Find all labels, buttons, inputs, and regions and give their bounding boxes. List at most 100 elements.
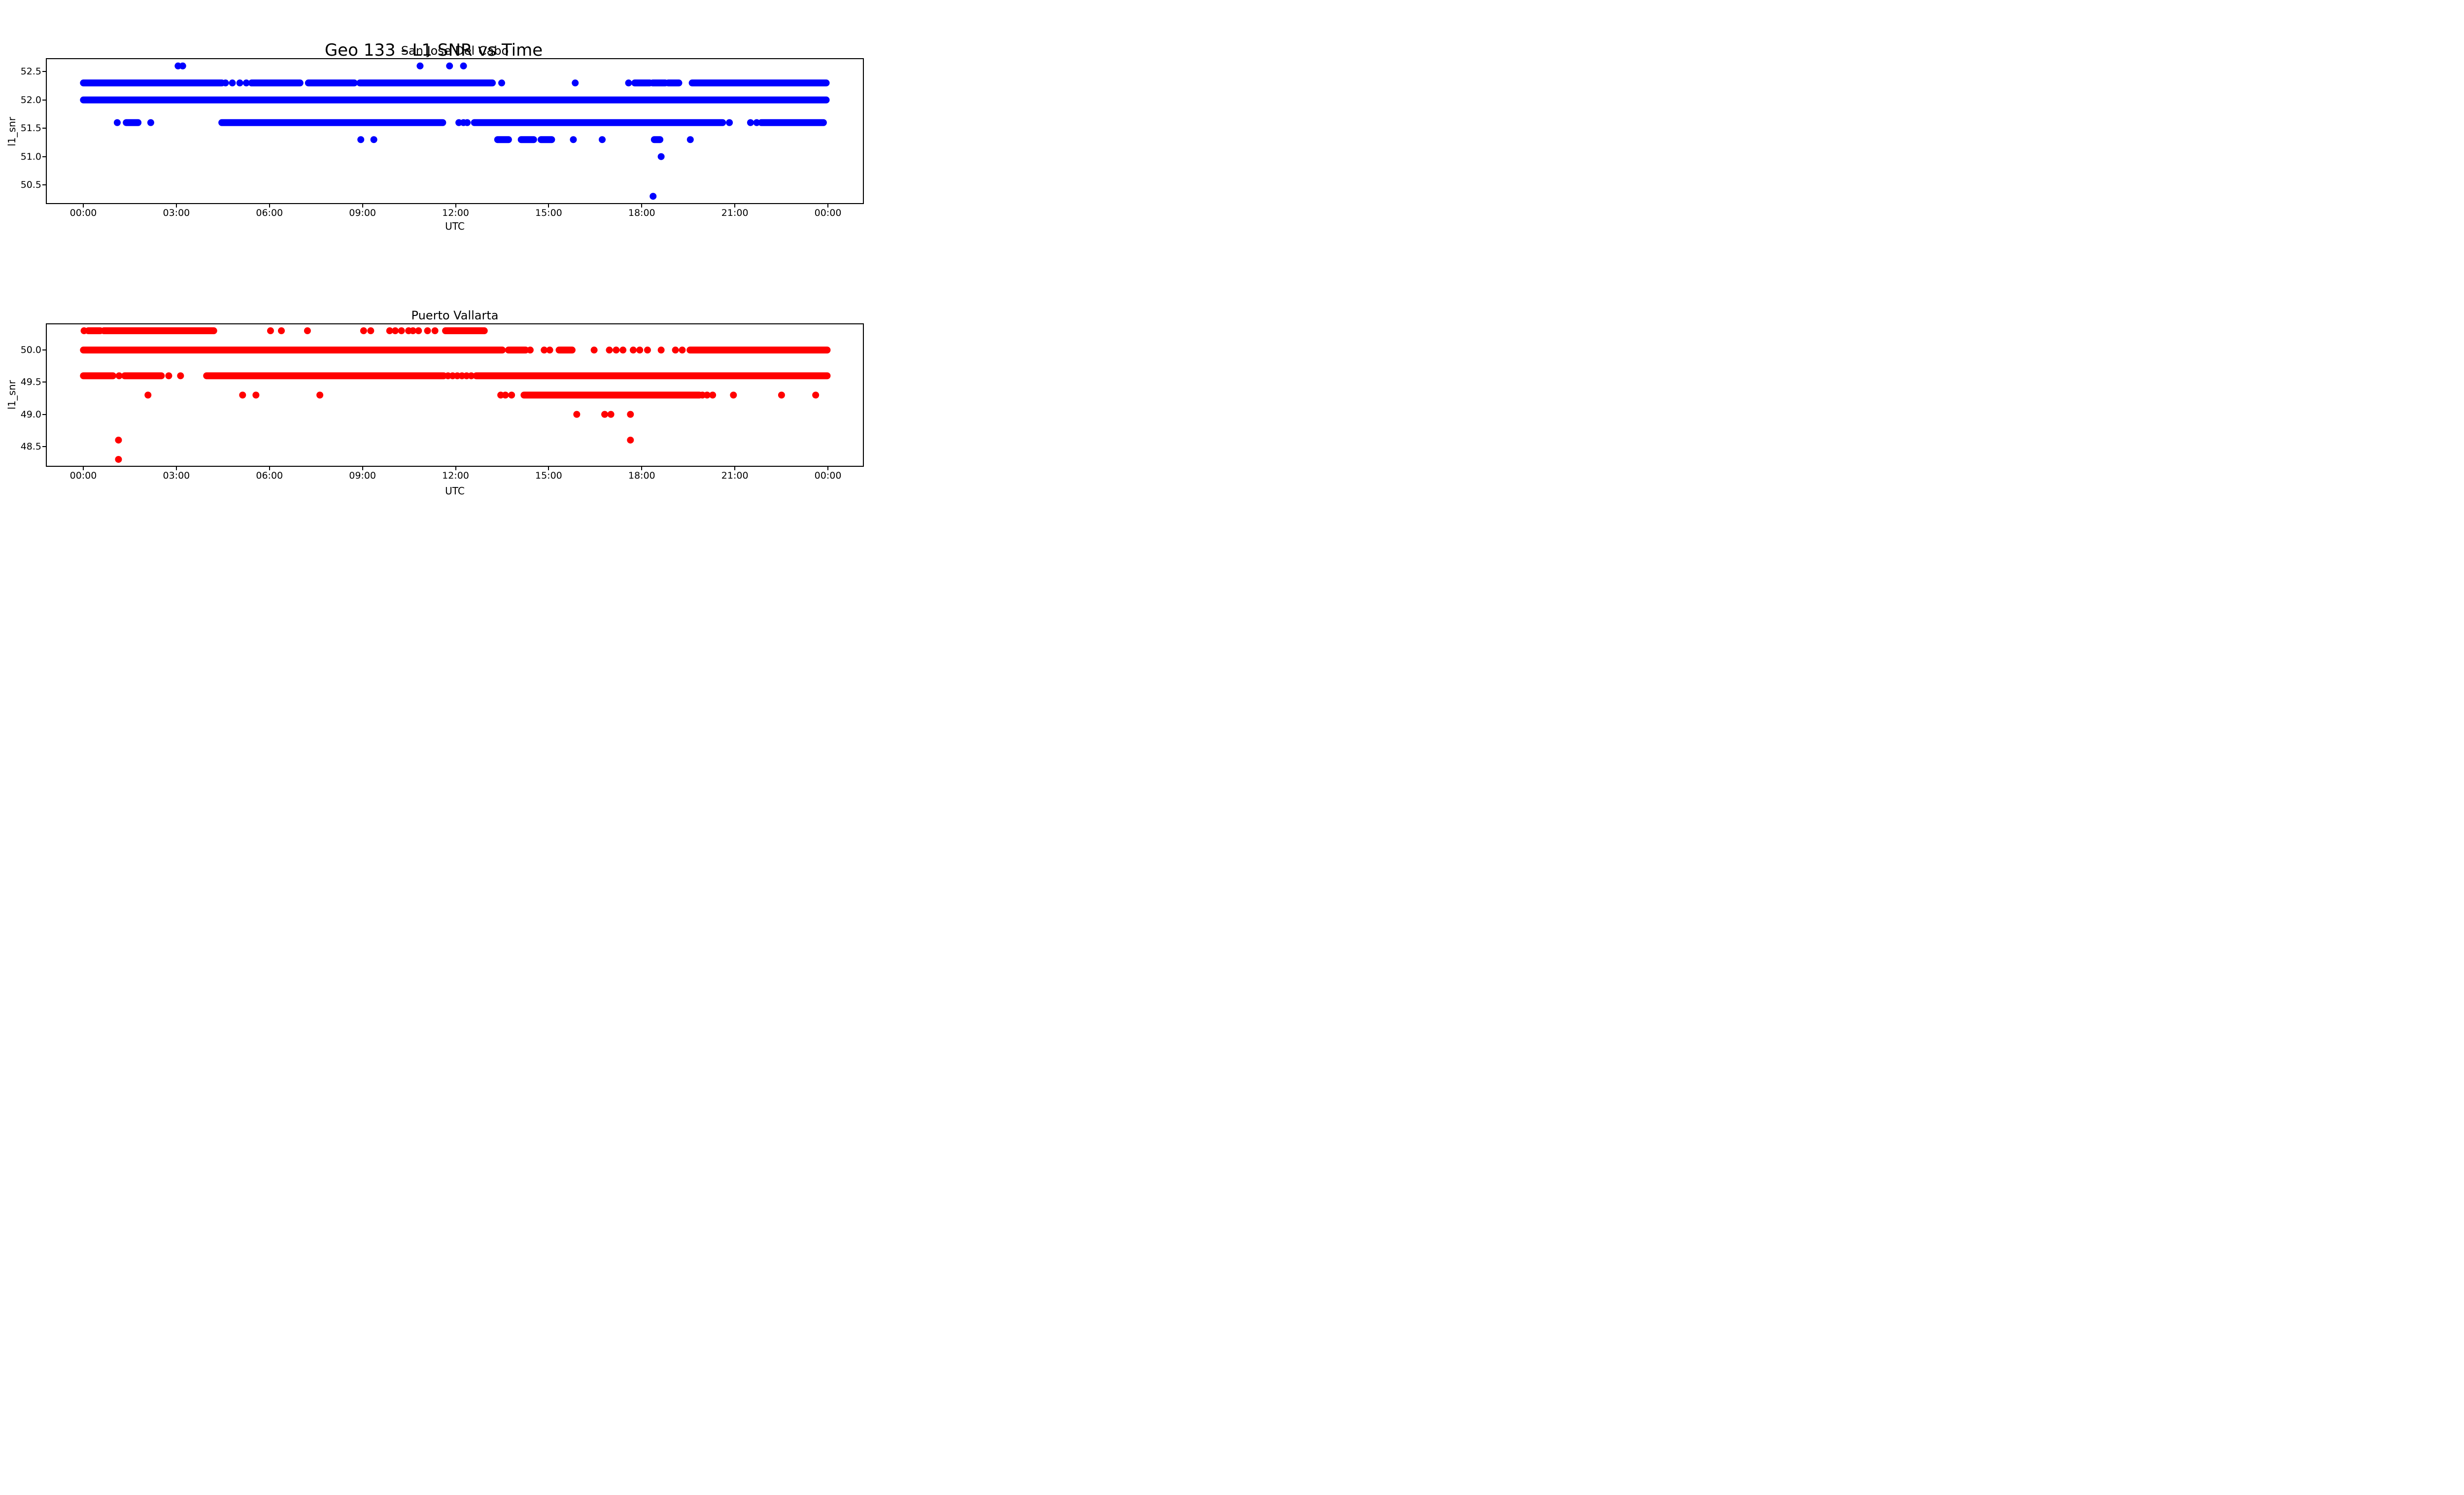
y-tick-label: 50.5 <box>20 179 41 191</box>
x-tick-mark <box>734 467 736 470</box>
plot-area <box>46 323 864 467</box>
scatter-dot <box>229 79 236 87</box>
x-tick-mark <box>175 204 177 208</box>
scatter-dot <box>644 347 651 354</box>
x-tick-mark <box>827 204 829 208</box>
scatter-dot <box>252 391 260 399</box>
scatter-dot <box>573 411 581 418</box>
scatter-dot <box>398 327 405 335</box>
x-tick-mark <box>83 204 84 208</box>
scatter-dot <box>812 391 820 399</box>
scatter-dot <box>460 62 467 70</box>
scatter-dot <box>277 327 285 335</box>
x-tick-mark <box>362 467 363 470</box>
x-tick-mark <box>641 467 643 470</box>
subplot-puerto-vallarta: Puerto Vallarta l1_snr UTC 00:00 03:00 06:… <box>0 0 867 498</box>
y-tick-mark <box>42 71 46 72</box>
scatter-dot <box>753 119 760 126</box>
x-tick-label: 03:00 <box>163 208 190 218</box>
scatter-dot <box>416 62 424 70</box>
scatter-dot <box>636 347 644 354</box>
scatter-dot <box>570 136 577 143</box>
scatter-dot <box>115 455 122 463</box>
scatter-dot <box>144 391 152 399</box>
scatter-dot <box>147 119 154 126</box>
figure-title-line1: Geo 133 - L1 SNR vs Time <box>324 40 543 60</box>
scatter-dot <box>239 391 246 399</box>
scatter-dot <box>431 327 439 335</box>
scatter-dot <box>627 411 634 418</box>
y-tick-label: 51.5 <box>20 123 41 134</box>
y-tick-label: 49.0 <box>20 409 41 420</box>
y-tick-label: 52.0 <box>20 94 41 105</box>
y-tick-mark <box>42 128 46 129</box>
x-tick-mark <box>362 204 363 208</box>
x-tick-mark <box>455 467 456 470</box>
scatter-dot <box>625 79 632 87</box>
x-tick-label: 18:00 <box>628 208 655 218</box>
scatter-dot <box>572 79 579 87</box>
x-tick-label: 12:00 <box>442 470 469 481</box>
y-tick-label: 49.5 <box>20 377 41 388</box>
scatter-dot <box>242 79 250 87</box>
x-axis-label: UTC <box>445 220 465 232</box>
y-tick-label: 51.0 <box>20 151 41 162</box>
subplot-san-jose-del-cabo: San Jose Del Cabo l1_snr UTC 00:00 03:00 0… <box>0 0 867 498</box>
x-tick-label: 21:00 <box>721 208 749 218</box>
scatter-dot <box>316 391 324 399</box>
scatter-dot <box>468 372 475 380</box>
scatter-dot <box>267 327 274 335</box>
x-tick-label: 21:00 <box>721 470 749 481</box>
y-tick-mark <box>42 156 46 157</box>
scatter-dot <box>627 436 634 444</box>
scatter-dot <box>703 391 711 399</box>
y-tick-label: 48.5 <box>20 441 41 452</box>
scatter-dot <box>526 347 534 354</box>
x-tick-label: 06:00 <box>256 208 283 218</box>
scatter-dot <box>80 327 88 335</box>
scatter-dot <box>370 136 377 143</box>
scatter-dot <box>222 79 229 87</box>
subplot-title: San Jose Del Cabo <box>401 44 509 58</box>
scatter-dot <box>672 347 679 354</box>
scatter-dot <box>367 327 375 335</box>
scatter-dot <box>650 193 657 200</box>
x-tick-label: 18:00 <box>628 470 655 481</box>
scatter-dot <box>502 391 509 399</box>
y-tick-label: 50.0 <box>20 345 41 356</box>
x-tick-mark <box>269 467 270 470</box>
x-tick-label: 06:00 <box>256 470 283 481</box>
scatter-dot <box>606 347 613 354</box>
scatter-dot <box>392 327 399 335</box>
x-tick-label: 12:00 <box>442 208 469 218</box>
scatter-dot <box>115 372 123 380</box>
x-tick-mark <box>548 204 549 208</box>
scatter-dot <box>236 79 243 87</box>
scatter-dot <box>508 391 515 399</box>
figure: Geo 133 - L1 SNR vs Time 09-06-2025 | We… <box>0 0 867 498</box>
x-tick-label: 15:00 <box>535 208 562 218</box>
scatter-dot <box>613 347 620 354</box>
x-tick-label: 09:00 <box>349 470 376 481</box>
scatter-dot <box>726 119 733 126</box>
y-tick-label: 52.5 <box>20 66 41 77</box>
scatter-dot <box>629 347 637 354</box>
scatter-dot <box>541 347 548 354</box>
scatter-dot <box>357 136 365 143</box>
y-tick-mark <box>42 349 46 351</box>
scatter-dot <box>778 391 785 399</box>
scatter-dot <box>498 79 506 87</box>
scatter-dot <box>464 119 471 126</box>
scatter-dot <box>360 327 367 335</box>
y-tick-mark <box>42 446 46 447</box>
x-tick-mark <box>175 467 177 470</box>
x-tick-label: 00:00 <box>814 208 842 218</box>
scatter-dot <box>590 347 598 354</box>
scatter-dot <box>113 119 121 126</box>
scatter-canvas <box>80 62 830 200</box>
scatter-dot <box>657 153 665 160</box>
scatter-dot <box>679 347 686 354</box>
scatter-dot <box>304 327 311 335</box>
scatter-dot <box>386 327 393 335</box>
x-tick-label: 15:00 <box>535 470 562 481</box>
